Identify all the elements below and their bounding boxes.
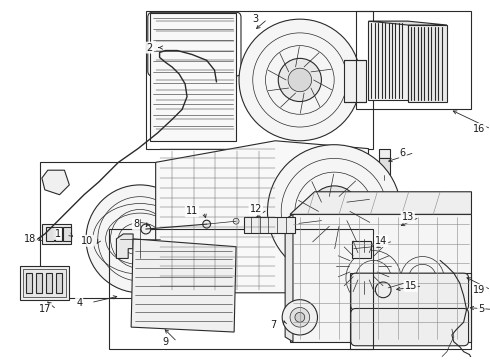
Bar <box>109 229 373 349</box>
Bar <box>56 273 62 293</box>
Polygon shape <box>150 13 236 141</box>
Bar <box>40 162 217 298</box>
Circle shape <box>309 186 360 237</box>
Circle shape <box>282 300 318 335</box>
Text: 6: 6 <box>400 148 406 158</box>
Circle shape <box>288 68 312 92</box>
Circle shape <box>290 307 310 327</box>
Polygon shape <box>344 60 366 102</box>
Ellipse shape <box>86 185 194 293</box>
Polygon shape <box>117 234 133 258</box>
Bar <box>352 241 371 258</box>
Text: 10: 10 <box>81 236 93 246</box>
Circle shape <box>320 198 348 225</box>
Circle shape <box>322 225 405 307</box>
Circle shape <box>233 218 239 224</box>
Text: 15: 15 <box>404 281 417 291</box>
Polygon shape <box>131 239 236 332</box>
Circle shape <box>278 58 321 102</box>
Bar <box>55 227 63 241</box>
Text: 1: 1 <box>54 229 61 239</box>
Polygon shape <box>290 192 471 214</box>
Text: 16: 16 <box>473 124 486 134</box>
Text: 17: 17 <box>39 305 51 315</box>
Circle shape <box>239 19 361 141</box>
Circle shape <box>295 312 305 322</box>
Text: 9: 9 <box>162 337 169 347</box>
Bar <box>356 11 471 109</box>
Text: 8: 8 <box>133 219 139 229</box>
Text: 5: 5 <box>478 305 485 315</box>
Bar <box>42 224 72 244</box>
Circle shape <box>203 220 211 228</box>
Bar <box>64 227 72 241</box>
Circle shape <box>375 282 391 298</box>
Bar <box>379 158 390 175</box>
Bar <box>26 273 32 293</box>
Bar <box>20 266 70 300</box>
Circle shape <box>268 145 401 278</box>
Text: 4: 4 <box>76 298 82 307</box>
FancyBboxPatch shape <box>351 309 468 346</box>
Polygon shape <box>368 21 408 100</box>
Text: 3: 3 <box>253 14 259 24</box>
Text: 12: 12 <box>249 204 262 215</box>
Bar <box>350 273 471 349</box>
Bar <box>36 273 42 293</box>
FancyBboxPatch shape <box>161 25 228 63</box>
Text: 19: 19 <box>473 285 486 295</box>
Text: 14: 14 <box>375 236 388 246</box>
Circle shape <box>141 224 151 234</box>
Circle shape <box>354 257 373 276</box>
Polygon shape <box>285 214 293 342</box>
Bar <box>23 269 67 297</box>
Text: 11: 11 <box>186 206 198 216</box>
Text: 13: 13 <box>402 212 414 222</box>
Polygon shape <box>42 170 70 195</box>
Polygon shape <box>368 21 447 25</box>
Polygon shape <box>290 214 471 342</box>
Text: 2: 2 <box>147 42 153 53</box>
Polygon shape <box>408 25 447 102</box>
Bar <box>46 273 52 293</box>
Text: 7: 7 <box>270 320 276 330</box>
Bar <box>46 227 54 241</box>
Text: 18: 18 <box>24 234 36 244</box>
Polygon shape <box>156 141 368 293</box>
Bar <box>379 149 390 158</box>
FancyBboxPatch shape <box>351 273 468 310</box>
Bar <box>146 11 373 149</box>
Bar <box>244 217 295 233</box>
